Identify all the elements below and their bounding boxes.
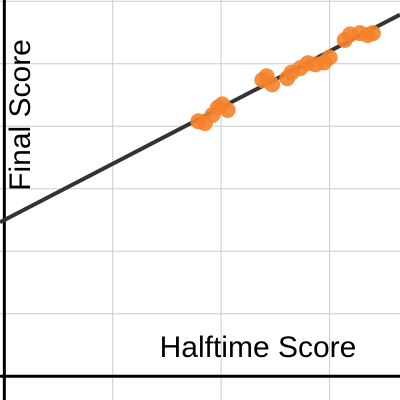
- data-point: [364, 25, 381, 42]
- y-axis-label: Final Score: [4, 39, 37, 191]
- x-axis-label: Halftime Score: [160, 331, 357, 364]
- data-point: [264, 76, 281, 93]
- data-point: [321, 49, 338, 66]
- data-point: [219, 102, 236, 118]
